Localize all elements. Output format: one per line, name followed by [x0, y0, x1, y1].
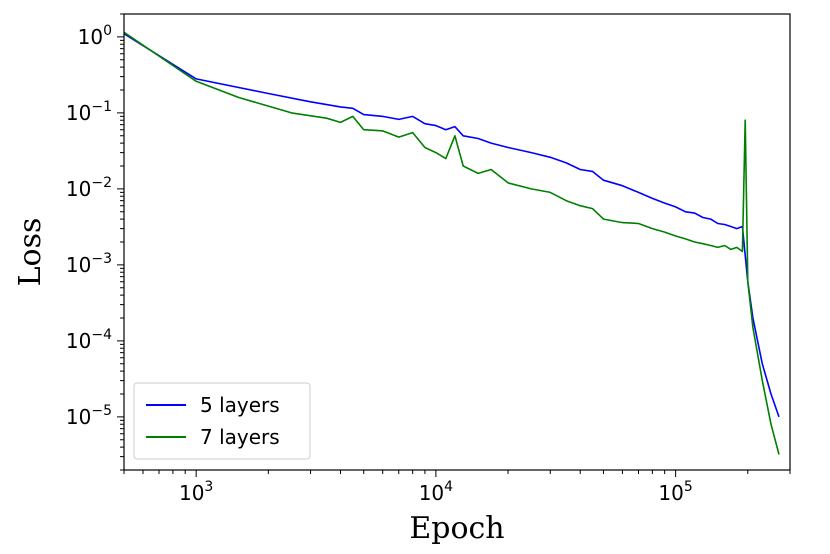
- x-axis: 103 104 105: [123, 470, 791, 505]
- x-axis-label: Epoch: [409, 511, 504, 546]
- y-axis: 100 10−1 10−2 10−3 10−4 10−5: [66, 13, 124, 471]
- x-tick-label: 104: [419, 479, 453, 505]
- y-tick-label: 10−4: [66, 327, 112, 353]
- y-tick-label: 10−2: [66, 175, 112, 201]
- y-tick-label: 10−5: [66, 403, 112, 429]
- x-tick-label: 103: [179, 479, 213, 505]
- y-axis-label: Loss: [13, 218, 48, 287]
- y-tick-label: 10−1: [66, 99, 112, 125]
- y-tick-label: 10−3: [66, 251, 112, 277]
- legend: 5 layers 7 layers: [133, 382, 311, 460]
- series-line-5-layers: [123, 33, 780, 418]
- legend-box: [133, 382, 311, 460]
- plot-area: [123, 31, 780, 455]
- legend-label-5-layers: 5 layers: [200, 393, 280, 417]
- x-tick-label: 105: [658, 479, 692, 505]
- y-tick-label: 100: [78, 23, 112, 49]
- series-line-7-layers: [123, 31, 780, 455]
- legend-label-7-layers: 7 layers: [200, 425, 280, 449]
